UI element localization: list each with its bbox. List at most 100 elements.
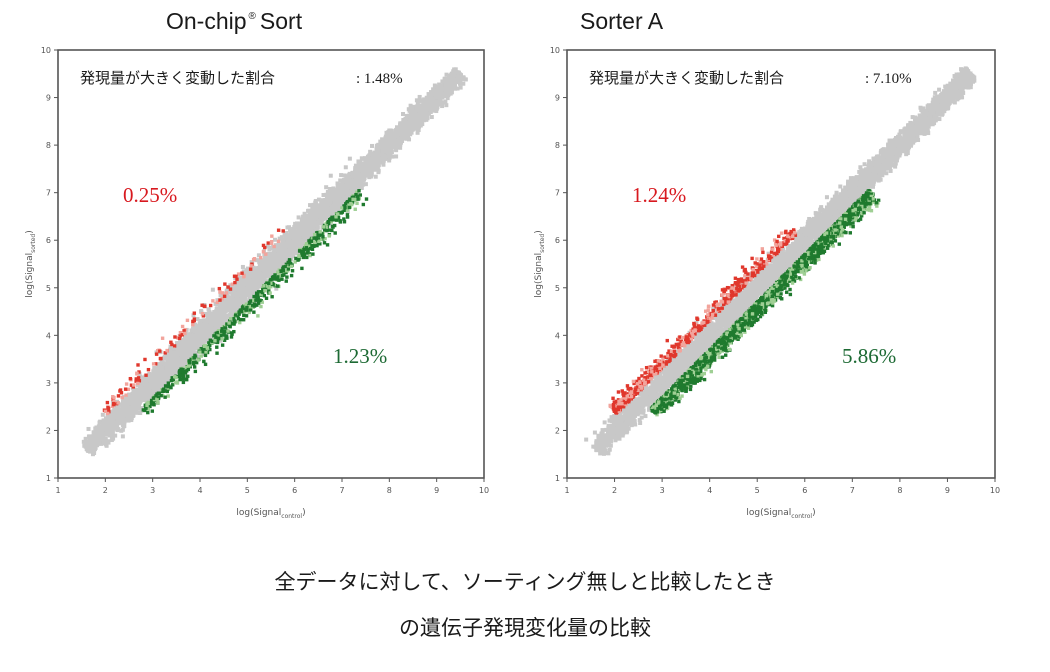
data-point [273, 264, 278, 269]
data-point [200, 324, 205, 329]
data-point [96, 424, 101, 429]
data-point [404, 136, 409, 141]
data-point [106, 429, 111, 434]
data-point [191, 313, 196, 318]
data-point [106, 420, 111, 425]
data-point [383, 134, 388, 139]
data-point [296, 215, 301, 220]
data-point [397, 144, 402, 149]
data-point [174, 364, 179, 369]
data-point [360, 169, 365, 174]
data-point [139, 395, 144, 400]
data-point [342, 183, 347, 188]
data-point [444, 86, 449, 91]
data-point [159, 375, 164, 380]
data-point [130, 391, 135, 396]
data-point [422, 106, 427, 111]
data-point [287, 248, 292, 253]
data-point [184, 359, 189, 364]
data-point [94, 425, 99, 430]
data-point [155, 385, 160, 390]
data-point [332, 197, 337, 202]
data-point [174, 367, 179, 372]
data-point [205, 312, 210, 317]
data-point [295, 221, 300, 226]
data-point [417, 94, 422, 99]
data-point [201, 351, 206, 356]
data-point [155, 376, 160, 381]
data-point [96, 441, 101, 446]
data-point [287, 235, 292, 240]
data-point [192, 335, 197, 340]
data-point [297, 251, 302, 256]
data-point [210, 287, 215, 292]
data-point [119, 412, 124, 417]
data-point [127, 417, 132, 422]
data-point [212, 330, 217, 335]
data-point [271, 263, 276, 268]
data-point [115, 420, 120, 425]
data-point [222, 292, 227, 297]
data-point [437, 97, 442, 102]
data-point [313, 215, 318, 220]
data-point [400, 139, 405, 144]
data-point [390, 154, 395, 159]
x-tick-label: 7 [339, 486, 344, 495]
data-point [285, 225, 290, 230]
data-point [414, 98, 419, 103]
data-point [309, 214, 314, 219]
data-point [177, 352, 182, 357]
data-point [359, 164, 364, 169]
data-point [253, 281, 258, 286]
data-point [273, 268, 278, 273]
data-point [258, 283, 263, 288]
data-point [145, 397, 150, 402]
data-point [323, 209, 328, 214]
data-point [404, 124, 409, 129]
data-point [293, 221, 298, 226]
data-point [279, 263, 284, 268]
data-point [355, 179, 360, 184]
data-point [220, 302, 225, 307]
data-point [203, 321, 208, 326]
data-point [236, 294, 241, 299]
data-point [387, 140, 392, 145]
data-point [395, 125, 400, 130]
data-point [91, 441, 96, 446]
data-point [236, 279, 241, 284]
data-point [240, 264, 245, 269]
data-point [294, 244, 299, 249]
data-point [349, 174, 354, 179]
data-point [150, 388, 155, 393]
data-point [138, 384, 143, 389]
data-point [280, 252, 285, 257]
data-point [301, 221, 306, 226]
data-point [387, 132, 392, 137]
data-point [253, 283, 258, 288]
data-point [178, 338, 183, 343]
data-point [177, 362, 182, 367]
data-point [325, 203, 330, 208]
data-point [233, 304, 238, 309]
data-point [419, 98, 424, 103]
data-point [461, 81, 466, 86]
data-point [252, 270, 257, 275]
data-point [459, 73, 464, 78]
data-point [86, 448, 91, 453]
data-point [140, 377, 145, 382]
data-point [138, 398, 143, 403]
data-point [91, 434, 96, 439]
data-point [279, 235, 284, 240]
data-point [141, 390, 146, 395]
data-point [93, 445, 98, 450]
data-point [262, 275, 267, 280]
data-point [413, 120, 418, 125]
data-point [277, 260, 282, 265]
data-point [97, 420, 102, 425]
data-point [134, 387, 139, 392]
data-point [305, 213, 310, 218]
data-point [406, 107, 411, 112]
y-tick-label: 7 [46, 189, 51, 198]
data-point [270, 258, 275, 263]
data-point [146, 377, 151, 382]
